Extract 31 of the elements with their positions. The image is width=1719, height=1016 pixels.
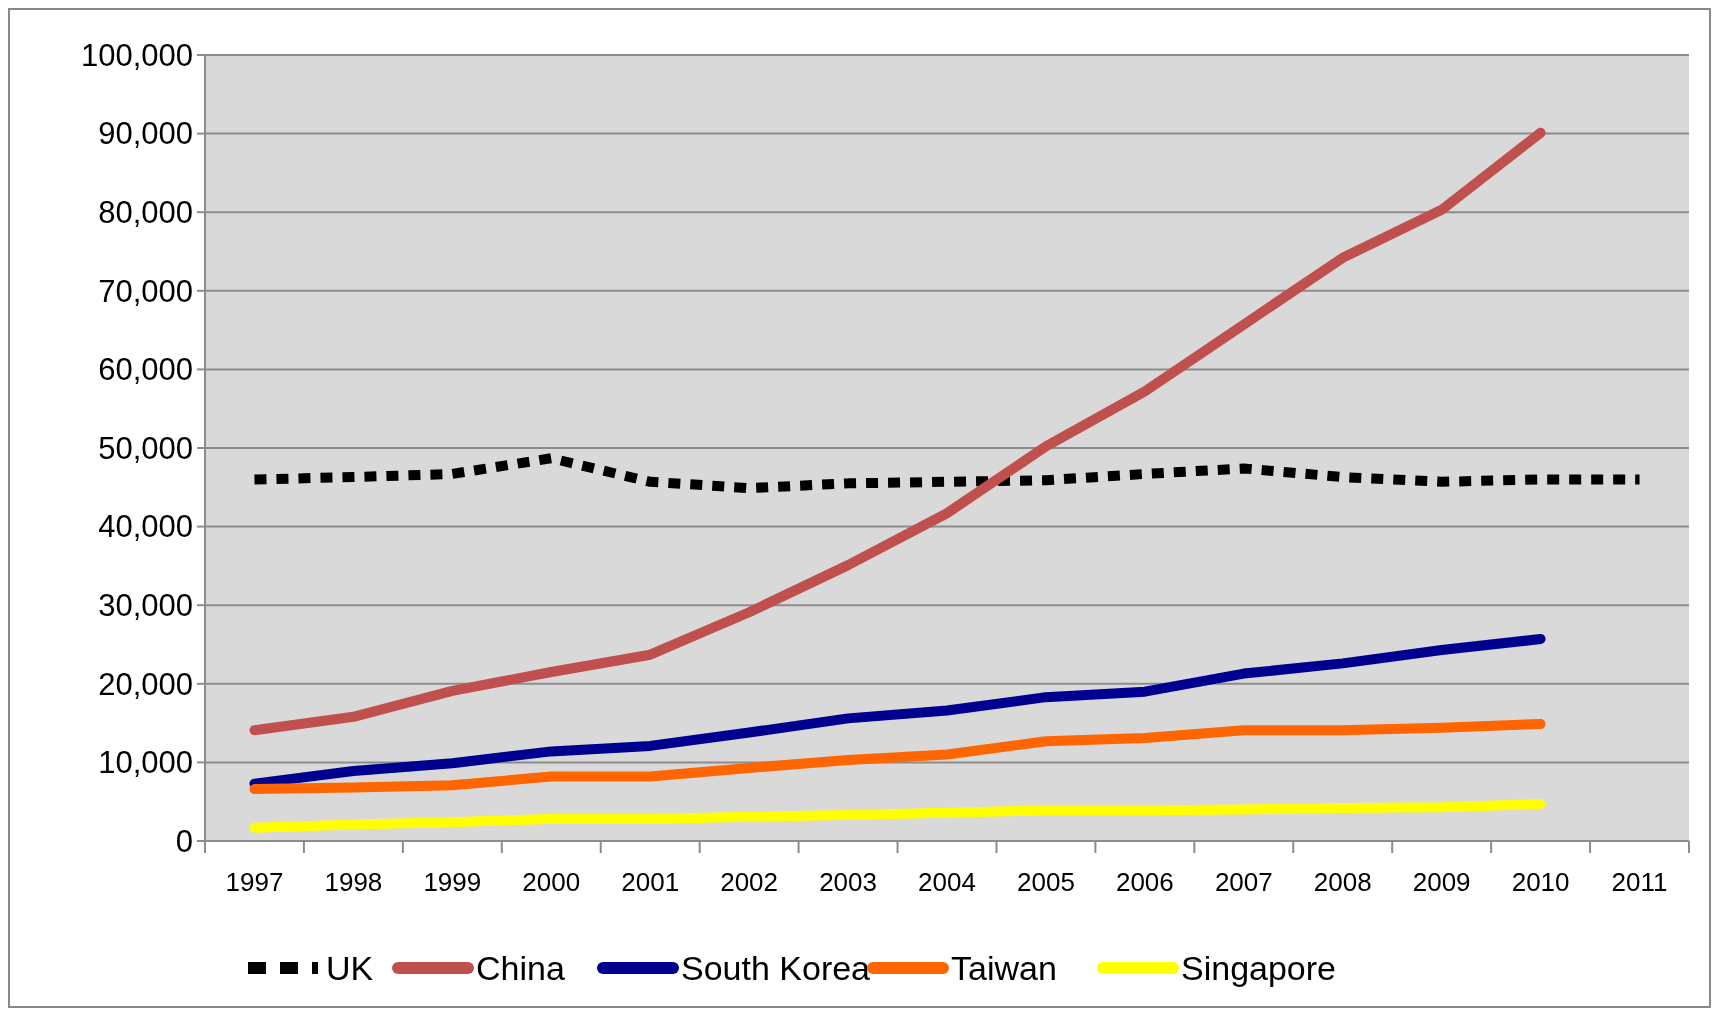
- x-tick-label: 2003: [819, 867, 877, 897]
- legend-label: South Korea: [681, 948, 871, 987]
- x-tick-label: 2007: [1214, 867, 1273, 897]
- x-tick-label: 2006: [1115, 867, 1174, 897]
- x-tick-label: 2009: [1412, 867, 1471, 897]
- y-tick-label: 30,000: [98, 588, 193, 624]
- y-tick-label: 60,000: [98, 352, 193, 388]
- x-tick-label: 2008: [1313, 867, 1372, 897]
- x-tick-label: 2011: [1611, 867, 1668, 897]
- y-tick-label: 70,000: [98, 273, 193, 309]
- legend-label: Taiwan: [951, 948, 1057, 987]
- x-tick-label: 1998: [324, 867, 383, 897]
- y-tick-label: 50,000: [98, 430, 193, 466]
- y-tick-label: 80,000: [98, 195, 193, 231]
- y-tick-label: 0: [175, 823, 193, 859]
- legend-label: Singapore: [1181, 948, 1337, 987]
- x-tick-label: 2005: [1017, 867, 1075, 897]
- x-tick-label: 2002: [720, 867, 779, 897]
- x-tick-label: 2001: [621, 867, 680, 897]
- y-tick-label: 100,000: [80, 37, 193, 73]
- y-tick-label: 10,000: [98, 745, 193, 781]
- y-tick-label: 40,000: [98, 509, 193, 545]
- legend-label: China: [476, 948, 565, 987]
- x-tick-label: 2010: [1511, 867, 1570, 897]
- y-tick-label: 90,000: [98, 116, 193, 152]
- x-tick-label: 2004: [918, 867, 976, 897]
- x-tick-label: 2000: [522, 867, 581, 897]
- y-tick-label: 20,000: [98, 666, 193, 702]
- x-tick-label: 1997: [225, 867, 284, 897]
- legend-label: UK: [326, 948, 374, 987]
- x-tick-label: 1999: [423, 867, 482, 897]
